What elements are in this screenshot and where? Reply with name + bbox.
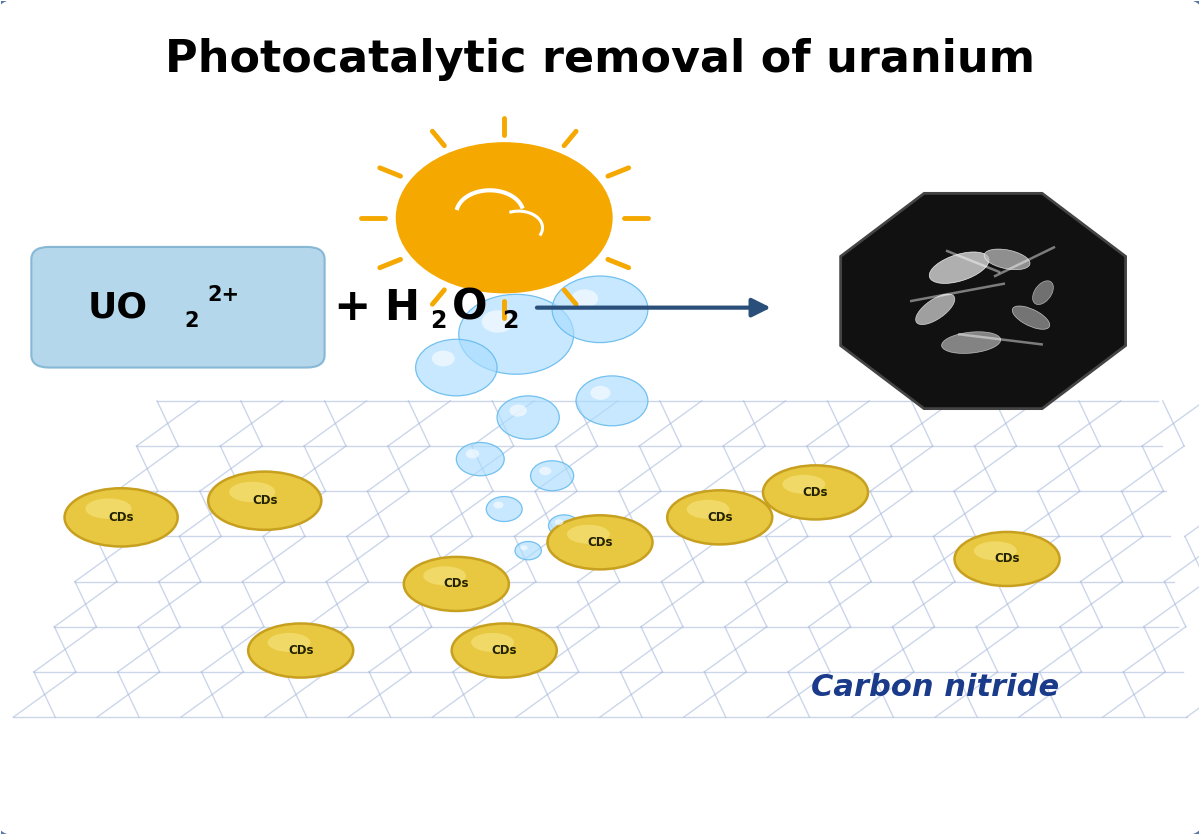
Text: 2+: 2+ xyxy=(208,286,240,305)
Circle shape xyxy=(554,519,564,525)
Ellipse shape xyxy=(451,624,557,677)
Polygon shape xyxy=(841,194,1126,408)
Text: CDs: CDs xyxy=(587,536,613,549)
Circle shape xyxy=(515,542,541,559)
Ellipse shape xyxy=(974,541,1016,560)
Circle shape xyxy=(396,143,612,292)
Circle shape xyxy=(530,461,574,491)
Text: +: + xyxy=(334,286,371,329)
Circle shape xyxy=(552,276,648,342)
Circle shape xyxy=(466,449,479,458)
Ellipse shape xyxy=(763,465,868,519)
Ellipse shape xyxy=(686,500,730,519)
Ellipse shape xyxy=(1013,306,1050,329)
Ellipse shape xyxy=(268,633,311,652)
Ellipse shape xyxy=(942,331,1001,353)
Circle shape xyxy=(576,376,648,426)
Text: UO: UO xyxy=(88,291,148,325)
Text: CDs: CDs xyxy=(492,644,517,657)
Circle shape xyxy=(510,404,527,417)
Circle shape xyxy=(497,396,559,439)
Circle shape xyxy=(521,545,528,550)
Ellipse shape xyxy=(85,498,132,519)
Ellipse shape xyxy=(566,524,610,544)
Ellipse shape xyxy=(1032,281,1054,305)
Ellipse shape xyxy=(954,532,1060,586)
Ellipse shape xyxy=(916,294,955,325)
Text: CDs: CDs xyxy=(252,494,277,507)
Text: CDs: CDs xyxy=(803,486,828,498)
Ellipse shape xyxy=(929,252,989,283)
Text: CDs: CDs xyxy=(444,578,469,590)
Circle shape xyxy=(432,351,455,367)
Circle shape xyxy=(548,515,580,537)
Ellipse shape xyxy=(209,472,322,530)
Text: CDs: CDs xyxy=(288,644,313,657)
Ellipse shape xyxy=(248,624,353,677)
Text: 2: 2 xyxy=(430,309,446,333)
Circle shape xyxy=(493,502,504,509)
Circle shape xyxy=(458,294,574,374)
Text: O: O xyxy=(451,286,487,329)
Ellipse shape xyxy=(547,515,653,569)
Circle shape xyxy=(415,339,497,396)
Text: CDs: CDs xyxy=(707,511,732,524)
Text: Photocatalytic removal of uranium: Photocatalytic removal of uranium xyxy=(166,38,1034,81)
Circle shape xyxy=(539,467,551,475)
Text: 2: 2 xyxy=(502,309,518,333)
Text: 2: 2 xyxy=(185,311,199,331)
Ellipse shape xyxy=(667,490,773,544)
Circle shape xyxy=(456,443,504,476)
Ellipse shape xyxy=(404,557,509,611)
Text: CDs: CDs xyxy=(995,553,1020,565)
Ellipse shape xyxy=(229,482,275,502)
Circle shape xyxy=(590,386,611,400)
Ellipse shape xyxy=(424,566,466,585)
Ellipse shape xyxy=(984,249,1030,270)
Ellipse shape xyxy=(782,475,826,493)
Circle shape xyxy=(571,290,598,308)
Circle shape xyxy=(481,311,514,332)
Text: CDs: CDs xyxy=(108,511,134,524)
Text: Carbon nitride: Carbon nitride xyxy=(811,674,1060,702)
Ellipse shape xyxy=(472,633,514,652)
FancyBboxPatch shape xyxy=(31,247,325,367)
Circle shape xyxy=(486,497,522,522)
Text: H: H xyxy=(384,286,420,329)
Ellipse shape xyxy=(65,488,178,546)
